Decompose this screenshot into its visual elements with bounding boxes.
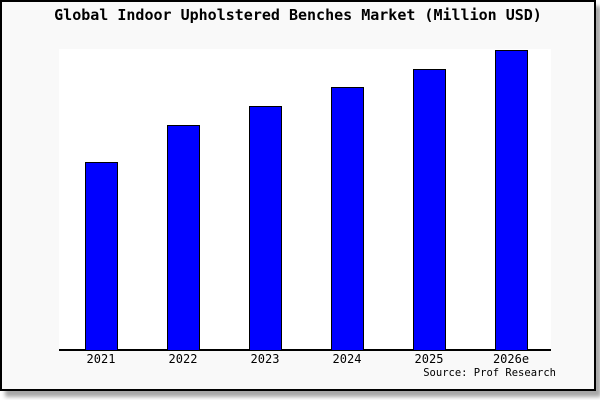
x-tick-2022: 2022 <box>168 352 198 366</box>
chart-frame: Global Indoor Upholstered Benches Market… <box>0 0 596 391</box>
bar-2026e <box>494 50 528 351</box>
x-tick-2026e: 2026e <box>492 352 530 366</box>
x-tick-2023: 2023 <box>250 352 280 366</box>
bar-2023 <box>248 106 282 351</box>
x-tick-2025: 2025 <box>414 352 444 366</box>
x-tick-2021: 2021 <box>86 352 116 366</box>
source-note: Source: Prof Research <box>423 367 556 379</box>
bar-2024 <box>330 87 364 351</box>
bar-2022 <box>166 125 200 351</box>
bar-2021 <box>84 162 118 351</box>
x-tick-2024: 2024 <box>332 352 362 366</box>
chart-title: Global Indoor Upholstered Benches Market… <box>54 6 542 24</box>
bar-2025 <box>412 69 446 351</box>
plot-area <box>59 49 551 351</box>
